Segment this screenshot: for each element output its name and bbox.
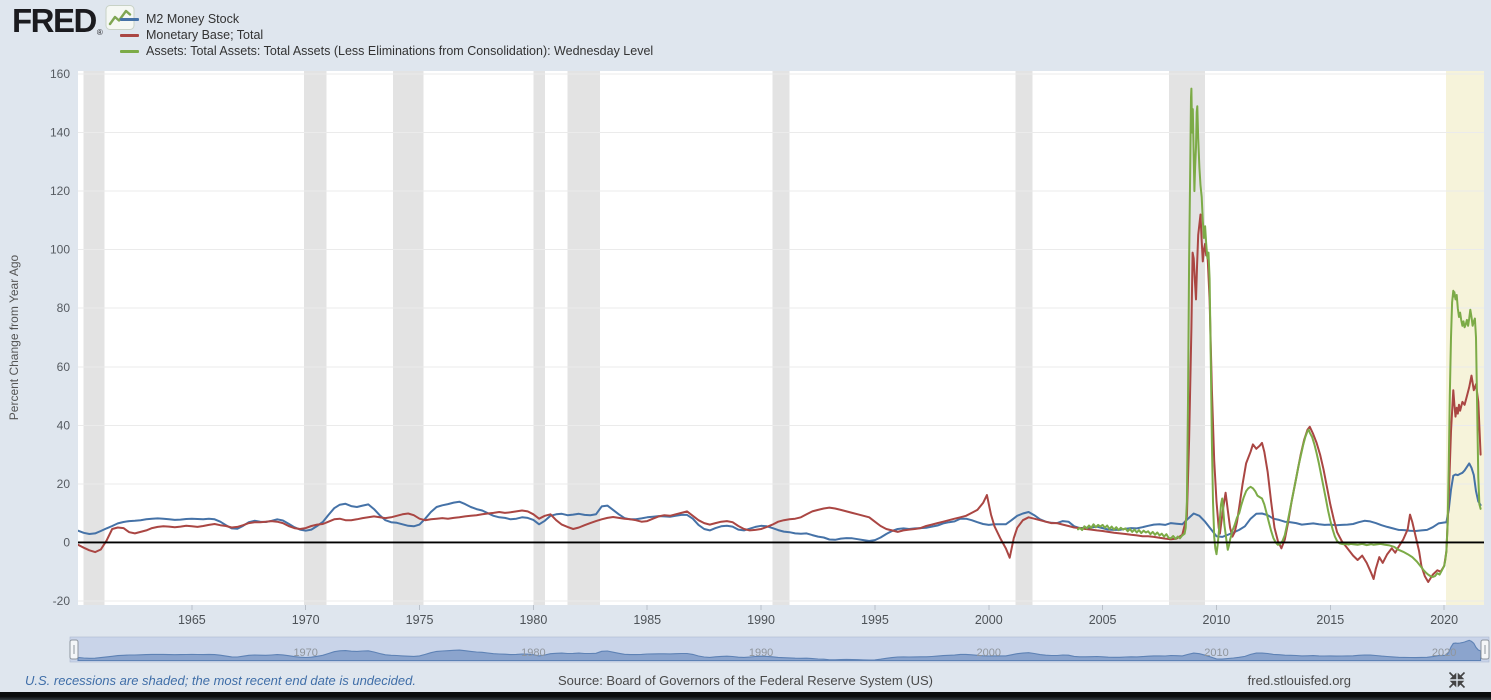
y-tick-label: 40 xyxy=(57,418,71,432)
x-tick-label: 1995 xyxy=(861,613,889,627)
x-tick-label: 2020 xyxy=(1430,613,1458,627)
x-tick-label: 1970 xyxy=(292,613,320,627)
recession-band xyxy=(303,71,327,605)
chart-legend: M2 Money Stock Monetary Base; Total Asse… xyxy=(120,11,653,59)
x-tick-label: 2015 xyxy=(1316,613,1344,627)
y-tick-label: 160 xyxy=(50,67,70,81)
x-tick-label: 2005 xyxy=(1089,613,1117,627)
x-tick-label: 1975 xyxy=(406,613,434,627)
slider-year-label: 1970 xyxy=(293,647,317,659)
legend-label-fed-assets: Assets: Total Assets: Total Assets (Less… xyxy=(146,44,654,58)
x-tick-label: 2010 xyxy=(1203,613,1231,627)
legend-swatch-monetary-base xyxy=(120,33,139,37)
legend-item-fed-assets[interactable]: Assets: Total Assets: Total Assets (Less… xyxy=(120,43,653,59)
slider-year-label: 2000 xyxy=(977,647,1001,659)
x-tick-label: 1990 xyxy=(747,613,775,627)
x-tick-label: 1980 xyxy=(519,613,547,627)
y-tick-label: 120 xyxy=(50,184,70,198)
y-tick-label: 0 xyxy=(63,535,70,549)
slider-year-label: 1980 xyxy=(521,647,545,659)
legend-swatch-m2 xyxy=(120,17,139,21)
fred-logo-text: FRED xyxy=(12,2,97,39)
recession-band xyxy=(533,71,545,605)
y-tick-label: 60 xyxy=(57,360,71,374)
recession-band xyxy=(83,71,105,605)
recession-band xyxy=(1015,71,1033,605)
recession-band xyxy=(567,71,600,605)
legend-label-m2: M2 Money Stock xyxy=(146,12,240,26)
slider-mini-area xyxy=(77,639,1482,662)
registered-mark: ® xyxy=(96,28,103,37)
site-link[interactable]: fred.stlouisfed.org xyxy=(1247,673,1351,688)
x-tick-label: 1965 xyxy=(178,613,206,627)
y-axis-title: Percent Change from Year Ago xyxy=(7,254,21,420)
legend-label-monetary-base: Monetary Base; Total xyxy=(146,28,264,42)
slider-year-label: 2010 xyxy=(1204,647,1228,659)
source-text: Source: Board of Governors of the Federa… xyxy=(558,673,933,688)
recession-note-link[interactable]: U.S. recessions are shaded; the most rec… xyxy=(25,673,416,688)
legend-item-monetary-base[interactable]: Monetary Base; Total xyxy=(120,27,653,43)
graph-header: FRED ® M2 Money Stock Monetary Base; Tota… xyxy=(0,0,1491,64)
y-tick-label: 140 xyxy=(50,126,70,140)
x-tick-label: 1985 xyxy=(633,613,661,627)
slider-year-label: 1990 xyxy=(749,647,773,659)
y-tick-label: 80 xyxy=(57,301,71,315)
slider-year-label: 2020 xyxy=(1432,647,1456,659)
current-recession-band xyxy=(1445,71,1484,605)
series-line-assets[interactable] xyxy=(1077,87,1482,578)
bottom-bar xyxy=(0,692,1491,700)
series-line-base[interactable] xyxy=(78,213,1482,583)
y-tick-label: -20 xyxy=(53,594,71,608)
fred-sparkline-icon xyxy=(105,5,135,30)
time-series-chart[interactable]: 160 140 120 100 80 60 40 20 0 -20 1965 1970 1975 1980… xyxy=(0,0,1491,668)
y-tick-label: 20 xyxy=(57,477,71,491)
fullscreen-toggle-icon[interactable] xyxy=(1447,670,1467,690)
y-tick-label: 100 xyxy=(50,243,70,257)
fred-logo[interactable]: FRED ® xyxy=(12,4,135,38)
x-tick-label: 2000 xyxy=(975,613,1003,627)
graph-footer: U.S. recessions are shaded; the most rec… xyxy=(0,670,1491,692)
legend-item-m2[interactable]: M2 Money Stock xyxy=(120,11,653,27)
recession-band xyxy=(772,71,790,605)
legend-swatch-fed-assets xyxy=(120,49,139,53)
